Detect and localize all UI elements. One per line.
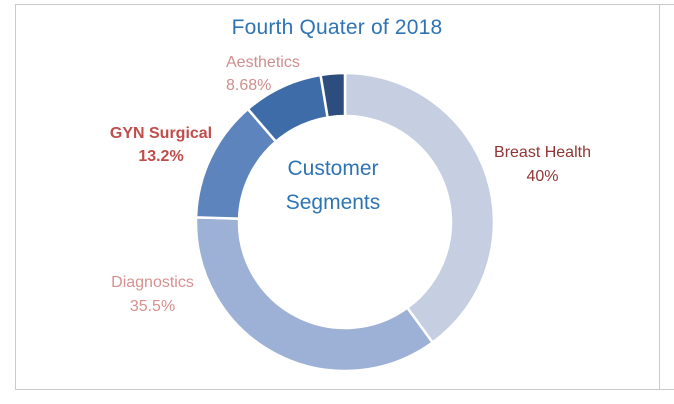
label-aesthetics: Aesthetics 8.68%: [226, 51, 300, 97]
label-gyn-surgical: GYN Surgical 13.2%: [105, 122, 217, 168]
center-label-line1: Customer: [287, 157, 379, 180]
segment-value: 8.68%: [226, 77, 272, 94]
frame-edge-extension-top: [659, 4, 674, 5]
frame-edge-extension-bottom: [659, 389, 674, 390]
segment-name: Aesthetics: [226, 54, 300, 71]
segment-name: GYN Surgical: [109, 125, 213, 142]
segment-value: 35.5%: [129, 298, 176, 315]
donut-center-label: Customer Segments: [258, 152, 408, 220]
center-label-line2: Segments: [285, 191, 381, 214]
chart-title: Fourth Quater of 2018: [231, 16, 443, 39]
label-breast-health: Breast Health 40%: [485, 141, 600, 189]
segment-name: Breast Health: [494, 144, 591, 161]
segment-value: 13.2%: [138, 148, 184, 165]
segment-name: Diagnostics: [111, 274, 194, 291]
segment-value: 40%: [526, 168, 559, 185]
label-diagnostics: Diagnostics 35.5%: [95, 271, 210, 319]
